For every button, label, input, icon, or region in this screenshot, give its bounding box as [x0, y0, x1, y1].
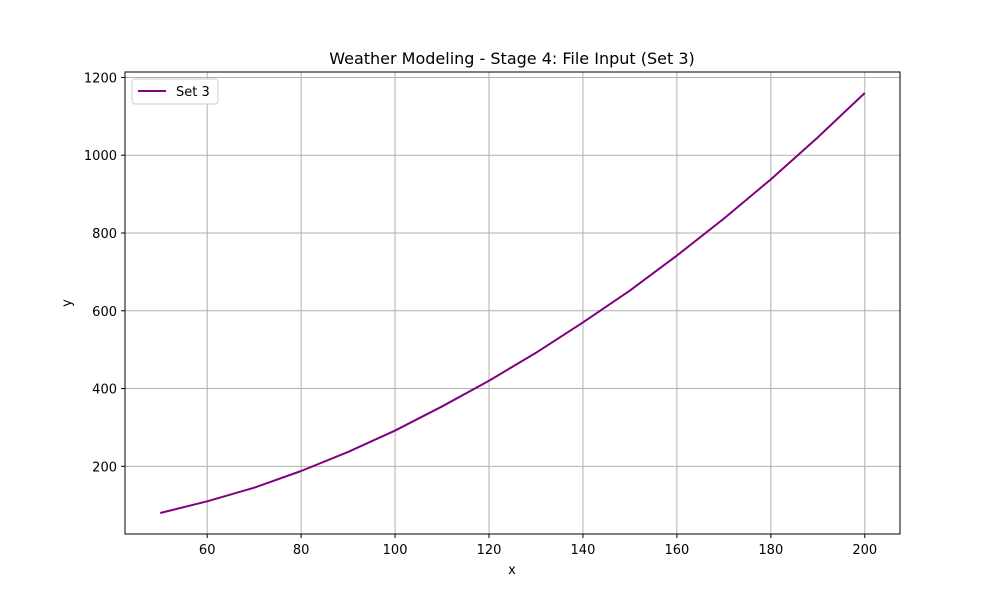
- x-tick-label: 160: [664, 543, 689, 558]
- grid-lines: [125, 72, 900, 534]
- legend-box: [131, 78, 219, 105]
- axis-ticks: 60 80 100 120 140 160 180 200 200 400 600 800 1000 12…: [84, 71, 877, 558]
- y-tick-label: 200: [92, 460, 117, 475]
- x-axis-label: x: [508, 563, 516, 578]
- y-axis-label: y: [60, 299, 75, 307]
- y-tick-label: 1200: [84, 71, 117, 86]
- x-tick-label: 100: [383, 543, 408, 558]
- series-line-set-3: [159, 92, 866, 514]
- y-tick-label: 800: [92, 227, 117, 242]
- chart-title: Weather Modeling - Stage 4: File Input (…: [329, 49, 695, 68]
- x-tick-label: 80: [293, 543, 310, 558]
- y-tick-label: 1000: [84, 149, 117, 164]
- x-tick-label: 180: [758, 543, 783, 558]
- x-tick-label: 120: [477, 543, 502, 558]
- series-layer: [159, 92, 866, 514]
- x-tick-label: 200: [852, 543, 877, 558]
- x-tick-label: 140: [571, 543, 596, 558]
- y-tick-label: 600: [92, 305, 117, 320]
- legend-label-set-3: Set 3: [176, 85, 210, 100]
- x-tick-label: 60: [199, 543, 216, 558]
- y-tick-label: 400: [92, 383, 117, 398]
- legend: Set 3: [131, 78, 219, 105]
- plot-frame: [124, 71, 901, 535]
